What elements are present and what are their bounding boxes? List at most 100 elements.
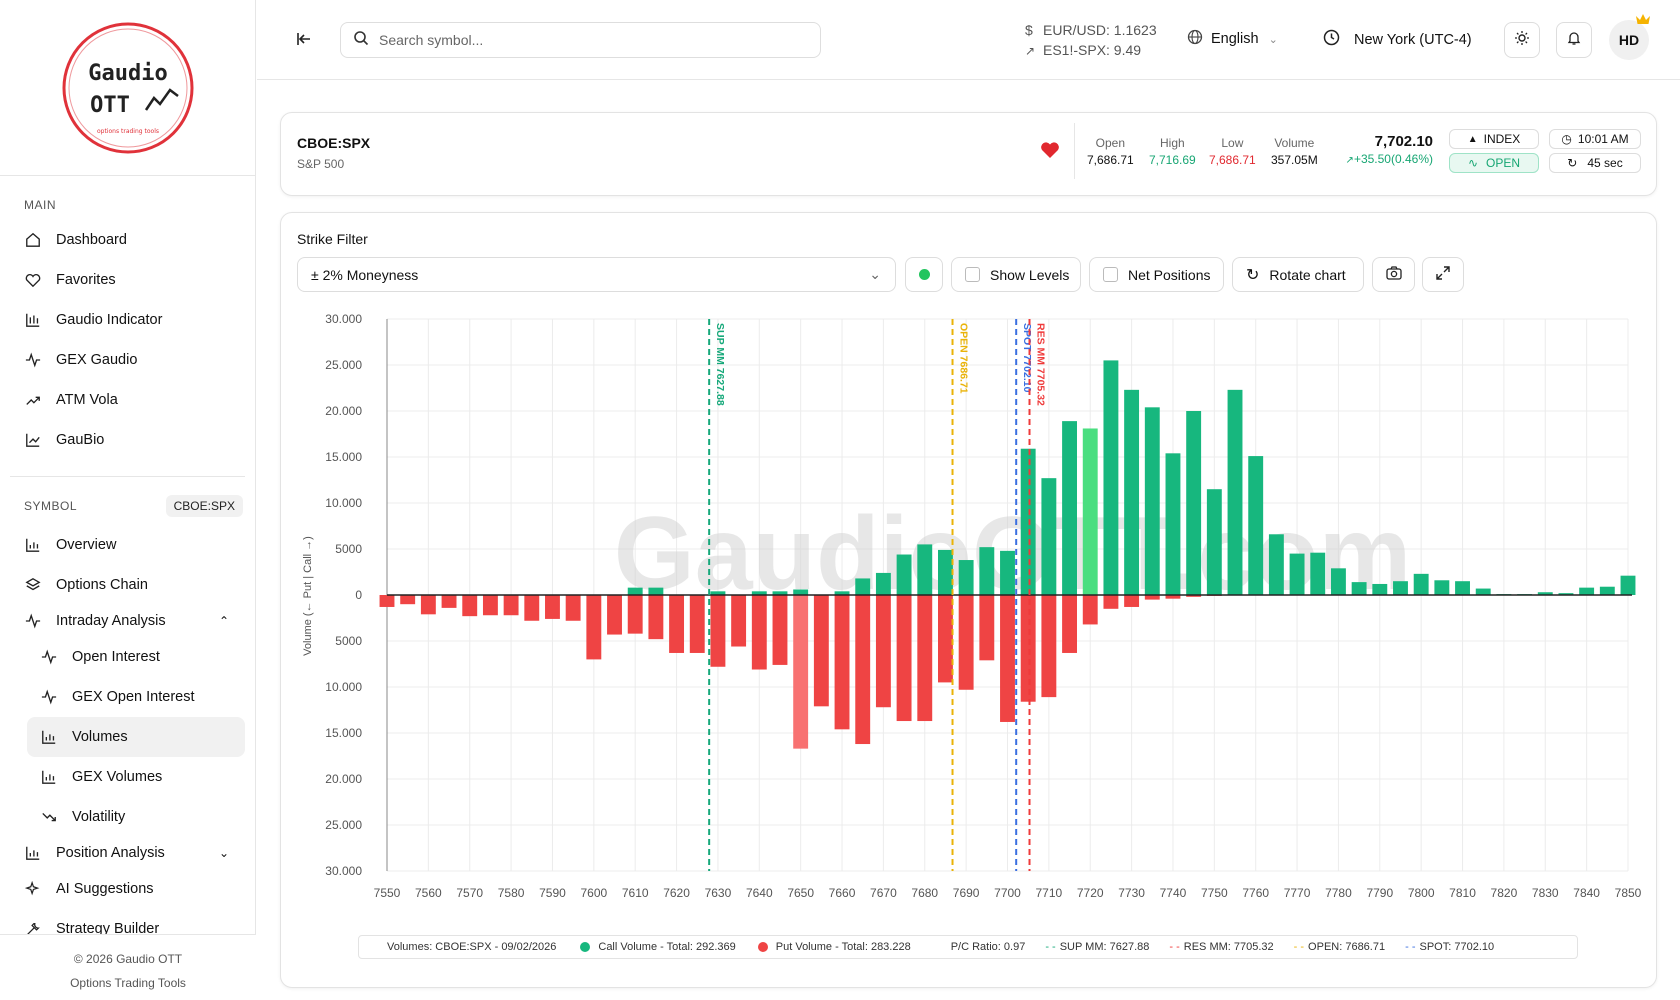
put-legend-dot (757, 942, 768, 952)
sidebar-item-open-interest[interactable]: Open Interest (0, 637, 255, 677)
open-value: 7,686.71 (1087, 153, 1134, 167)
sidebar-item-label: Strategy Builder (56, 921, 160, 937)
sidebar-item-gex-open-interest[interactable]: GEX Open Interest (0, 677, 255, 717)
trend-up-icon: ↗ (1025, 44, 1036, 58)
camera-icon (1385, 266, 1402, 283)
sidebar-item-label: GEX Volumes (72, 769, 163, 785)
legend-title: Volumes: CBOE:SPX - 09/02/2026 (387, 941, 557, 953)
sidebar-item-label: Volatility (72, 809, 126, 825)
live-status-button[interactable] (905, 257, 943, 292)
sidebar-item-label: ATM Vola (56, 392, 118, 408)
search-input[interactable] (379, 32, 799, 48)
index-badge: ▲ INDEX (1449, 129, 1539, 149)
show-levels-toggle[interactable]: Show Levels (951, 257, 1081, 292)
activity-icon (24, 351, 42, 369)
moneyness-select[interactable]: ± 2% Moneyness ⌄ (297, 257, 896, 292)
sidebar-item-position-analysis[interactable]: Position Analysis ⌄ (0, 837, 255, 869)
sidebar-item-label: Position Analysis (56, 845, 165, 861)
sup-legend-line: - - (1045, 941, 1056, 953)
sidebar-item-atm-vola[interactable]: ATM Vola (0, 380, 255, 420)
svg-text:Gaudio: Gaudio (88, 61, 167, 86)
chevron-up-icon[interactable]: ⌃ (218, 614, 229, 628)
sidebar-item-options-chain[interactable]: Options Chain (0, 565, 255, 605)
expand-icon (1436, 266, 1450, 283)
avatar[interactable]: HD (1609, 20, 1649, 60)
quote-card: CBOE:SPX S&P 500 Open 7,686.71 High 7,71… (280, 112, 1657, 196)
screenshot-button[interactable] (1372, 257, 1415, 292)
time-badge: ◷ 10:01 AM (1549, 129, 1641, 149)
theme-toggle-button[interactable] (1504, 22, 1540, 58)
sidebar: Gaudio OTT options trading tools MAIN Da… (0, 0, 256, 1000)
search-icon (353, 30, 369, 51)
net-positions-toggle[interactable]: Net Positions (1089, 257, 1224, 292)
home-icon (24, 231, 42, 249)
heart-icon (24, 271, 42, 289)
sidebar-item-gaudio-indicator[interactable]: Gaudio Indicator (0, 300, 255, 340)
status-dot (918, 269, 930, 280)
clock-icon: ◷ (1561, 132, 1572, 146)
search-box[interactable] (340, 22, 821, 58)
activity-icon (40, 648, 58, 666)
price-change: +35.50(0.46%) (1353, 152, 1433, 166)
bell-icon (1566, 30, 1582, 51)
rotate-label: Rotate chart (1269, 266, 1346, 283)
dollar-icon: $ (1025, 22, 1033, 38)
sidebar-item-label: GEX Open Interest (72, 689, 195, 705)
chevron-down-icon[interactable]: ⌄ (218, 846, 229, 860)
candlestick-icon (24, 311, 42, 329)
sidebar-item-favorites[interactable]: Favorites (0, 260, 255, 300)
sidebar-item-volatility[interactable]: Volatility (0, 797, 255, 837)
chart-legend: Volumes: CBOE:SPX - 09/02/2026 Call Volu… (358, 935, 1578, 959)
sidebar-item-label: Overview (56, 537, 117, 553)
activity-icon (24, 612, 42, 630)
net-positions-checkbox[interactable] (1103, 267, 1118, 282)
bank-icon: ▲ (1467, 133, 1478, 145)
refresh-interval-button[interactable]: ↻ 45 sec (1549, 153, 1641, 173)
last-price: 7,702.10 (1374, 133, 1433, 150)
notifications-button[interactable] (1556, 22, 1592, 58)
timezone-label: New York (UTC-4) (1354, 31, 1472, 48)
sidebar-item-gex-volumes[interactable]: GEX Volumes (0, 757, 255, 797)
language-selector[interactable]: English ⌄ (1187, 29, 1278, 49)
call-legend-dot (580, 942, 591, 952)
copyright: © 2026 Gaudio OTT (73, 952, 183, 966)
sidebar-item-overview[interactable]: Overview (0, 525, 255, 565)
fullscreen-button[interactable] (1422, 257, 1464, 292)
net-positions-label: Net Positions (1128, 266, 1211, 283)
timezone-selector[interactable]: New York (UTC-4) (1323, 29, 1472, 50)
pulse-icon: ∿ (1467, 156, 1479, 170)
moneyness-value: ± 2% Moneyness (311, 266, 419, 283)
sidebar-item-volumes[interactable]: Volumes (27, 717, 245, 757)
symbol-title: CBOE:SPX (297, 135, 371, 151)
sidebar-item-ai-suggestions[interactable]: AI Suggestions (0, 869, 255, 909)
favorite-heart-icon[interactable] (1040, 141, 1060, 164)
legend-put: Put Volume - Total: 283.228 (775, 941, 911, 953)
sidebar-item-gex-gaudio[interactable]: GEX Gaudio (0, 340, 255, 380)
symbol-name: S&P 500 (297, 157, 345, 171)
fx-rate: EUR/USD: 1.1623 (1043, 22, 1157, 38)
collapse-sidebar-icon[interactable] (295, 30, 313, 53)
show-levels-checkbox[interactable] (965, 267, 980, 282)
bar-chart-icon (24, 844, 42, 862)
rotate-chart-button[interactable]: ↻ Rotate chart (1232, 257, 1364, 292)
avatar-initials: HD (1618, 32, 1640, 48)
trend-icon (24, 391, 42, 409)
logo-area: Gaudio OTT options trading tools (0, 0, 255, 176)
strike-filter-title: Strike Filter (297, 231, 368, 247)
legend-sup: SUP MM: 7627.88 (1059, 941, 1150, 953)
sidebar-item-dashboard[interactable]: Dashboard (0, 220, 255, 260)
sidebar-item-intraday-analysis[interactable]: Intraday Analysis ⌃ (0, 605, 255, 637)
crown-icon (1635, 12, 1651, 30)
symbol-section-label: SYMBOL (24, 499, 78, 513)
language-label: English (1211, 31, 1259, 47)
sidebar-item-strategy-builder[interactable]: Strategy Builder (0, 909, 255, 949)
trend-down-icon (40, 808, 58, 826)
brand-logo[interactable]: Gaudio OTT options trading tools (58, 18, 198, 158)
sidebar-item-label: Open Interest (72, 649, 160, 665)
legend-pc: P/C Ratio: 0.97 (950, 941, 1026, 953)
volume-value: 357.05M (1271, 153, 1318, 167)
chart-icon (24, 431, 42, 449)
sidebar-item-gaubio[interactable]: GauBio (0, 420, 255, 460)
volume-label: Volume (1274, 136, 1315, 150)
market-status-badge: ∿ OPEN (1449, 153, 1539, 173)
